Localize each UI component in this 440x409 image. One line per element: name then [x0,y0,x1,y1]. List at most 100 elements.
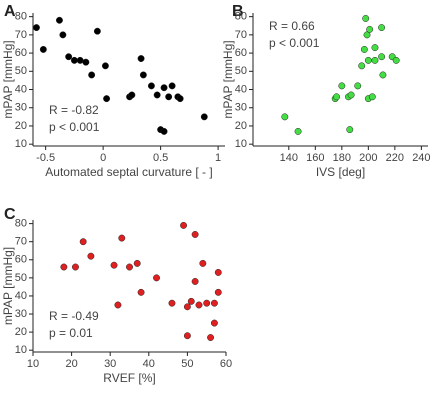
x-tick-label: 0.5 [153,152,168,164]
point [366,25,374,33]
point [210,319,218,327]
point [362,15,370,22]
x-tick-label: 200 [359,152,377,164]
point [32,24,40,32]
point [65,53,73,61]
point [378,24,386,32]
y-tick-label: 20 [15,120,27,132]
point [59,31,67,39]
x-tick-label: 240 [412,152,430,164]
x-axis-label: RVEF [%] [103,371,155,385]
y-tick-label: 70 [235,29,247,41]
point [195,301,203,309]
y-tick-label: 30 [15,308,27,320]
annotation: p < 0.001 [49,120,100,134]
x-tick-label: 180 [333,152,351,164]
y-tick-label: 20 [15,326,27,338]
point [203,299,211,307]
x-tick-label: 50 [181,358,193,370]
point [87,252,95,260]
y-tick-label: 80 [235,11,247,23]
point [160,127,168,135]
y-tick-label: 50 [235,65,247,77]
x-tick-label: 30 [104,358,116,370]
y-tick-label: 30 [235,102,247,114]
point [183,303,191,311]
x-tick-label: 220 [386,152,404,164]
point [176,95,184,103]
point [191,278,199,285]
point [118,234,126,242]
y-tick-label: 20 [235,120,247,132]
x-tick-label: 0 [100,152,106,164]
point [114,301,122,309]
point [392,56,400,64]
point [139,71,147,79]
y-tick-label: 10 [15,344,27,356]
y-tick-label: 40 [15,290,27,302]
point [371,56,379,64]
point [183,332,191,340]
point [338,82,346,90]
annotation: R = 0.66 [269,19,315,33]
point [360,45,368,53]
point [207,334,215,341]
point [137,288,145,296]
point [133,259,141,267]
point [110,261,118,269]
x-axis-label: IVS [deg] [316,165,365,179]
y-tick-label: 60 [235,47,247,59]
annotation: p < 0.001 [269,36,320,50]
y-tick-label: 70 [15,236,27,248]
panel-label: C [4,206,16,223]
x-tick-label: 20 [65,358,77,370]
point [76,56,84,64]
point [72,263,79,271]
point [210,299,218,307]
point [294,127,302,135]
point [79,238,87,246]
point [354,82,362,90]
y-tick-label: 80 [15,11,27,23]
x-tick-label: 140 [280,152,298,164]
point [137,55,145,62]
point [358,62,366,70]
x-tick-label: 1 [215,152,221,164]
x-tick-label: 160 [306,152,324,164]
panel-label: B [232,3,244,20]
point [126,263,133,271]
point [39,45,47,53]
point [70,56,78,64]
y-tick-label: 80 [15,218,27,230]
y-tick-label: 60 [15,47,27,59]
x-tick-label: 40 [143,358,155,370]
point [281,113,289,121]
point [363,31,371,39]
point [378,53,386,61]
y-tick-label: 60 [15,254,27,266]
y-tick-label: 50 [15,272,27,284]
point [199,259,207,267]
y-axis-label: mPAP [mmHg] [221,40,235,118]
point [93,27,101,35]
y-tick-label: 50 [15,65,27,77]
point [82,58,90,66]
y-tick-label: 70 [15,29,27,41]
point [60,263,68,271]
point [55,16,63,24]
point [153,91,161,99]
point [333,93,340,101]
point [187,297,195,305]
y-tick-label: 10 [15,138,27,150]
x-axis-label: Automated septal curvature [ - ] [45,165,212,179]
annotation: R = -0.49 [49,309,99,323]
point [214,268,222,276]
y-tick-label: 40 [235,83,247,95]
point [103,95,111,103]
x-tick-label: -0.5 [36,152,55,164]
point [191,231,199,238]
point [168,299,176,307]
panel-label: A [4,3,16,20]
annotation: R = -0.82 [49,103,99,117]
point [180,221,187,229]
